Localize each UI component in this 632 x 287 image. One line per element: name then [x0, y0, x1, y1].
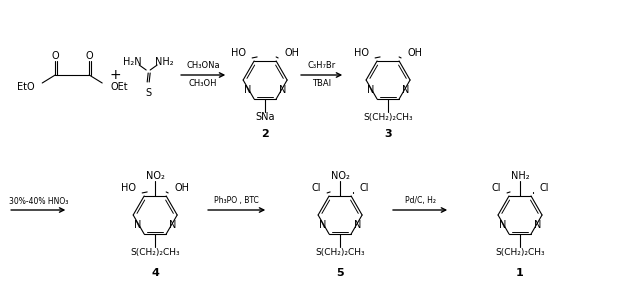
Text: HO: HO — [121, 183, 136, 193]
Text: O: O — [51, 51, 59, 61]
Text: S(CH₂)₂CH₃: S(CH₂)₂CH₃ — [495, 248, 545, 257]
Text: S(CH₂)₂CH₃: S(CH₂)₂CH₃ — [363, 113, 413, 122]
Text: N: N — [244, 85, 252, 94]
Text: OH: OH — [284, 48, 299, 58]
Text: NO₂: NO₂ — [331, 171, 349, 181]
Text: N: N — [169, 220, 176, 230]
Text: HO: HO — [231, 48, 246, 58]
Text: OH: OH — [407, 48, 422, 58]
Text: HO: HO — [354, 48, 369, 58]
Text: TBAI: TBAI — [312, 79, 331, 88]
Text: SNa: SNa — [255, 112, 275, 122]
Text: N: N — [367, 85, 374, 94]
Text: NH₂: NH₂ — [511, 171, 530, 181]
Text: CH₃ONa: CH₃ONa — [186, 61, 220, 69]
Text: C₃H₇Br: C₃H₇Br — [308, 61, 336, 69]
Text: 3: 3 — [384, 129, 392, 139]
Text: Cl: Cl — [492, 183, 501, 193]
Text: EtO: EtO — [16, 82, 34, 92]
Text: Ph₃PO , BTC: Ph₃PO , BTC — [214, 197, 259, 205]
Text: +: + — [109, 68, 121, 82]
Text: S(CH₂)₂CH₃: S(CH₂)₂CH₃ — [315, 248, 365, 257]
Text: O: O — [85, 51, 93, 61]
Text: N: N — [319, 220, 326, 230]
Text: 2: 2 — [261, 129, 269, 139]
Text: N: N — [279, 85, 286, 94]
Text: N: N — [134, 220, 142, 230]
Text: CH₃OH: CH₃OH — [189, 79, 217, 88]
Text: NH₂: NH₂ — [155, 57, 174, 67]
Text: OEt: OEt — [110, 82, 128, 92]
Text: N: N — [354, 220, 362, 230]
Text: 4: 4 — [151, 268, 159, 278]
Text: Cl: Cl — [539, 183, 549, 193]
Text: N: N — [402, 85, 410, 94]
Text: 30%-40% HNO₃: 30%-40% HNO₃ — [9, 197, 68, 205]
Text: Cl: Cl — [312, 183, 321, 193]
Text: H₂N: H₂N — [123, 57, 142, 67]
Text: N: N — [499, 220, 506, 230]
Text: 1: 1 — [516, 268, 524, 278]
Text: OH: OH — [174, 183, 189, 193]
Text: S(CH₂)₂CH₃: S(CH₂)₂CH₃ — [130, 248, 180, 257]
Text: Cl: Cl — [359, 183, 368, 193]
Text: Pd/C, H₂: Pd/C, H₂ — [404, 197, 435, 205]
Text: 5: 5 — [336, 268, 344, 278]
Text: N: N — [534, 220, 541, 230]
Text: NO₂: NO₂ — [146, 171, 164, 181]
Text: S: S — [145, 88, 151, 98]
